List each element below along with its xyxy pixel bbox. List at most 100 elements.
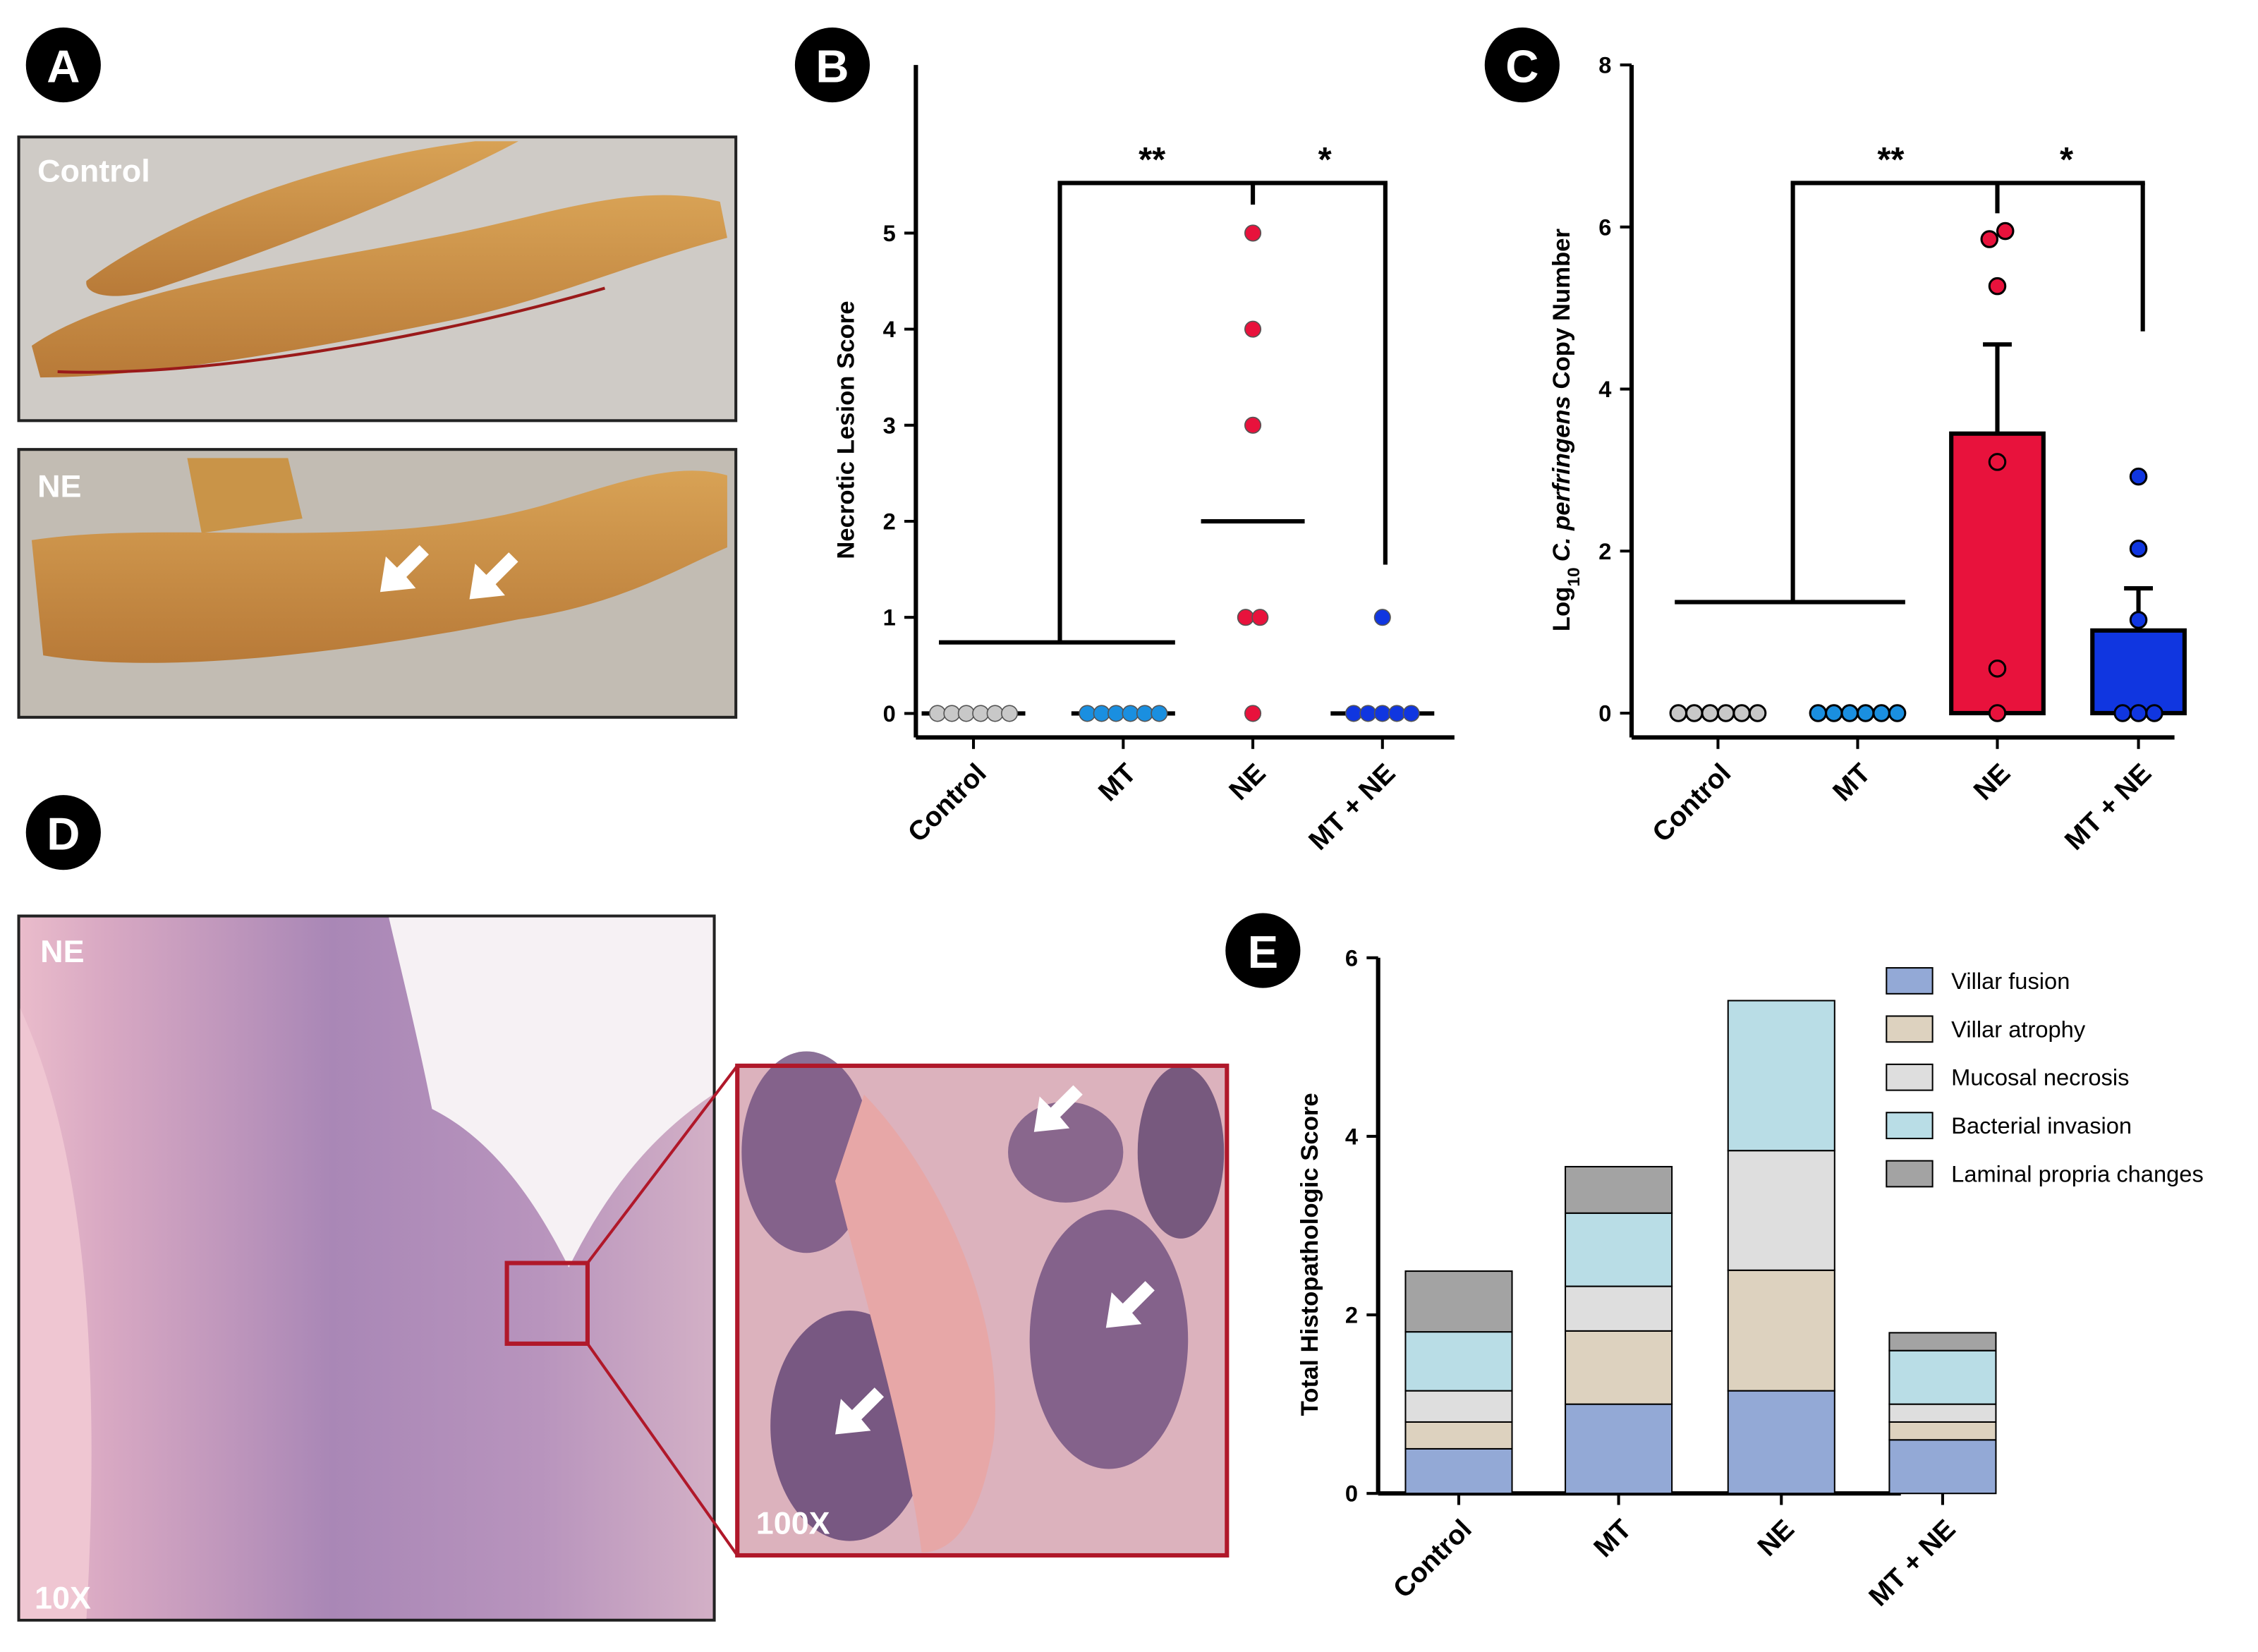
legend-label: Bacterial invasion [1951, 1112, 2132, 1138]
y-tick-label: 0 [1345, 1481, 1358, 1507]
data-point [1748, 704, 1767, 722]
data-point [1122, 705, 1139, 722]
histology: NE 10X [17, 914, 739, 1622]
x-tick-label: MT [1827, 758, 1876, 807]
bar-segment [1565, 1403, 1673, 1495]
data-point [1988, 660, 2007, 678]
data-point [2129, 611, 2148, 629]
data-point [1359, 705, 1377, 722]
data-point [1244, 320, 1262, 338]
y-axis-label-part: Copy Number [1548, 229, 1575, 396]
data-point [1373, 609, 1391, 626]
significance-label: ** [1139, 141, 1166, 179]
x-tick-label: MT [1093, 758, 1142, 807]
y-tick-label: 2 [883, 509, 896, 535]
bar-segment [1888, 1332, 1997, 1352]
data-point [1980, 230, 1999, 248]
y-tick-label: 3 [883, 412, 896, 438]
y-tick-label: 2 [1345, 1302, 1358, 1328]
data-point [1716, 704, 1735, 722]
data-point [1402, 705, 1420, 722]
significance-label: ** [1877, 141, 1905, 179]
legend-swatch [1886, 1063, 1934, 1091]
data-point [1888, 704, 1907, 722]
y-axis-label-part: Log [1548, 587, 1575, 632]
panel-letter: C [1505, 41, 1538, 92]
data-point [1732, 704, 1751, 722]
x-tick-label: Control [1388, 1514, 1478, 1604]
bar-segment [1404, 1447, 1513, 1495]
data-point [1107, 705, 1125, 722]
data-point [1136, 705, 1154, 722]
data-point [1872, 704, 1890, 722]
data-point [1373, 705, 1391, 722]
photo-label: NE [37, 468, 81, 504]
bar-segment [1888, 1349, 1997, 1405]
x-tick-label: Control [1646, 758, 1737, 848]
panel-letter: E [1248, 926, 1279, 978]
x-tick-label: NE [1968, 758, 2016, 806]
data-point [2129, 467, 2148, 486]
y-tick-label: 5 [883, 220, 896, 246]
legend-label: Villar fusion [1951, 968, 2070, 994]
bar-segment [1727, 1269, 1835, 1392]
chart: 0 2 4 6 Control MT NE MT + NE Total Histopatholo… [1297, 945, 2204, 1612]
data-point [1388, 705, 1406, 722]
bar-segment [1727, 1390, 1835, 1495]
legend-label: Mucosal necrosis [1951, 1064, 2129, 1091]
bar-segment [1565, 1212, 1673, 1287]
data-point [972, 705, 990, 722]
chart: 0 1 2 3 4 5 Control MT NE MT + NE Necrotic Lesion … [833, 65, 1455, 856]
legend-swatch [1886, 967, 1934, 995]
data-point [1701, 704, 1719, 722]
y-axis-label-part: 10 [1565, 567, 1584, 586]
significance-label: * [1318, 141, 1333, 179]
y-axis-label-part: C. perfringens [1548, 396, 1575, 561]
data-point [1345, 705, 1363, 722]
chart: 0 2 4 6 8 Control MT NE MT + NE Log10 C. perfringe… [1548, 52, 2187, 856]
data-point [2113, 704, 2132, 722]
data-point [1244, 705, 1262, 722]
magnification-label: 10X [35, 1580, 91, 1616]
histology-inset: 100X [735, 1051, 1230, 1558]
x-tick-label: NE [1752, 1514, 1800, 1562]
data-point [1001, 705, 1019, 722]
y-axis-label: Log10 C. perfringens Copy Number [1548, 229, 1584, 631]
y-tick-label: 4 [1345, 1123, 1358, 1149]
data-point [1825, 704, 1843, 722]
panel-letter: B [815, 41, 849, 92]
bar-segment [1888, 1439, 1997, 1495]
legend-swatch [1886, 1112, 1934, 1140]
data-point [928, 705, 947, 722]
y-tick-label: 2 [1598, 538, 1611, 564]
data-point [1669, 704, 1688, 722]
data-point [1251, 609, 1269, 626]
x-tick-label: MT [1588, 1514, 1637, 1563]
bar-segment [1404, 1331, 1513, 1392]
data-point [943, 705, 961, 722]
panel-letters: A B C D E [25, 28, 1560, 988]
bar-segment [1404, 1390, 1513, 1423]
data-point [986, 705, 1004, 722]
y-axis-label: Total Histopathologic Score [1297, 1093, 1323, 1416]
bar-segment [1565, 1285, 1673, 1332]
data-point [1079, 705, 1096, 722]
legend-swatch [1886, 1015, 1934, 1043]
panel-letter: D [47, 808, 80, 860]
bar-segment [1565, 1165, 1673, 1214]
y-tick-label: 4 [883, 316, 896, 342]
y-tick-label: 6 [1345, 945, 1358, 971]
x-tick-label: MT + NE [2059, 758, 2157, 856]
photo-label: NE [40, 933, 84, 969]
y-tick-label: 4 [1598, 376, 1611, 402]
data-point [2129, 540, 2148, 558]
data-point [1809, 704, 1828, 722]
bar-segment [1727, 1150, 1835, 1271]
panel-letter: A [47, 41, 80, 92]
bar-segment [1888, 1421, 1997, 1441]
bar-segment [1888, 1403, 1997, 1423]
data-point [1093, 705, 1110, 722]
y-tick-label: 6 [1598, 214, 1611, 240]
